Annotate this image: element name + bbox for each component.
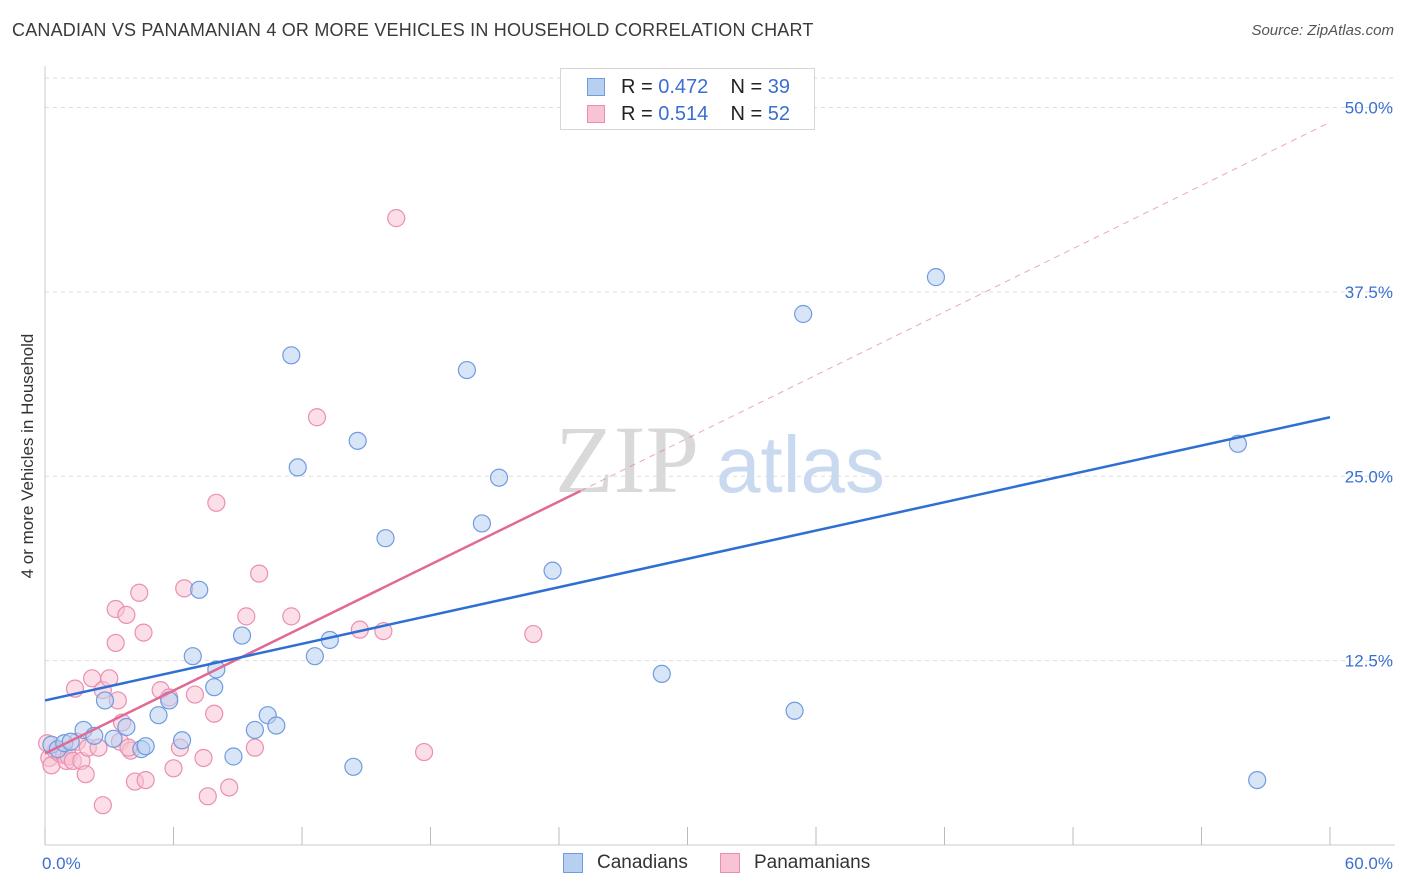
canadians-point-33 xyxy=(543,561,562,580)
panamanians-point-31 xyxy=(175,579,194,598)
panamanians-point-21 xyxy=(117,605,136,625)
panamanians-n-value: 52 xyxy=(767,103,791,125)
canadians-point-6 xyxy=(95,691,115,710)
watermark: ZIP atlas xyxy=(555,406,885,513)
panamanians-point-42 xyxy=(307,408,327,427)
panamanians-point-32 xyxy=(185,685,205,704)
canadians-trend-line xyxy=(44,416,1331,702)
canadians-legend-label: Canadians xyxy=(597,852,688,873)
canadians-point-31 xyxy=(472,514,491,533)
canadians-point-32 xyxy=(489,468,509,487)
canadians-point-30 xyxy=(457,360,477,380)
panamanians-point-39 xyxy=(245,738,264,757)
canadians-legend-swatch xyxy=(563,853,583,873)
canadians-r-value: 0.472 xyxy=(658,76,709,98)
canadians-point-35 xyxy=(785,701,804,720)
canadians-r-label: R = xyxy=(621,76,659,98)
panamanians-point-41 xyxy=(282,607,301,626)
canadians-point-18 xyxy=(224,747,243,766)
watermark-atlas: atlas xyxy=(716,420,885,509)
panamanians-point-24 xyxy=(130,583,149,602)
panamanians-point-25 xyxy=(134,623,153,642)
axes xyxy=(44,66,1395,846)
panamanians-point-10 xyxy=(76,765,95,784)
panamanians-r-value: 0.514 xyxy=(658,103,709,125)
canadians-n-value: 39 xyxy=(767,76,791,98)
canadians-points xyxy=(42,268,1267,790)
y-tick-label-2: 37.5% xyxy=(1345,283,1393,302)
canadians-swatch xyxy=(587,78,605,96)
panamanians-point-16 xyxy=(106,633,125,653)
panamanians-point-46 xyxy=(414,742,434,762)
canadians-point-22 xyxy=(267,716,286,735)
trend-lines xyxy=(44,121,1331,755)
panamanians-point-45 xyxy=(387,209,406,228)
canadians-point-23 xyxy=(282,346,301,365)
canadians-point-19 xyxy=(232,626,252,645)
panamanians-point-33 xyxy=(194,748,213,768)
panamanians-swatch xyxy=(587,105,605,123)
y-tick-label-3: 50.0% xyxy=(1345,99,1393,118)
canadians-point-27 xyxy=(344,757,363,776)
panamanians-legend-label: Panamanians xyxy=(754,852,871,873)
panamanians-point-36 xyxy=(207,493,226,512)
panamanians-point-34 xyxy=(198,787,217,806)
x-tick-label-1: 60.0% xyxy=(1345,854,1393,873)
y-tick-label-0: 12.5% xyxy=(1345,652,1393,671)
canadians-point-7 xyxy=(104,729,123,748)
canadians-point-14 xyxy=(183,647,202,666)
panamanians-legend-swatch xyxy=(720,853,740,873)
x-tick-label-0: 0.0% xyxy=(42,854,81,873)
panamanians-n-label: N = xyxy=(730,103,768,125)
canadians-point-13 xyxy=(172,731,192,750)
canadians-point-24 xyxy=(288,458,307,477)
canadians-point-15 xyxy=(190,580,209,599)
canadians-n-label: N = xyxy=(730,76,768,98)
correlation-legend: R = 0.472 N = 39 R = 0.514 N = 52 xyxy=(560,68,815,130)
panamanians-r-label: R = xyxy=(621,103,659,125)
panamanians-point-35 xyxy=(205,704,224,723)
gridlines xyxy=(45,77,1395,662)
canadians-point-16 xyxy=(205,678,224,697)
y-tick-label-1: 25.0% xyxy=(1345,467,1393,486)
canadians-point-20 xyxy=(245,720,264,740)
watermark-zip: ZIP xyxy=(555,406,699,513)
canadians-point-29 xyxy=(376,529,395,548)
tick-labels: 12.5% 25.0% 37.5% 50.0% 0.0% 60.0% xyxy=(42,99,1393,874)
panamanians-point-40 xyxy=(250,564,269,583)
canadians-point-28 xyxy=(348,431,367,450)
panamanians-point-38 xyxy=(237,607,256,626)
panamanians-point-48 xyxy=(93,796,112,815)
panamanians-point-37 xyxy=(220,778,239,797)
canadians-point-25 xyxy=(305,647,324,666)
canadians-point-39 xyxy=(1248,770,1267,790)
panamanians-trend-extension xyxy=(580,121,1331,492)
canadians-point-11 xyxy=(149,706,168,725)
canadians-point-36 xyxy=(794,304,813,324)
canadians-point-8 xyxy=(117,717,136,737)
panamanians-point-47 xyxy=(524,624,543,644)
canadians-point-34 xyxy=(652,664,671,684)
panamanians-trend-line xyxy=(44,489,581,755)
panamanians-point-29 xyxy=(164,759,183,778)
canadians-point-10 xyxy=(136,737,155,756)
canadians-point-37 xyxy=(926,268,946,287)
panamanians-point-26 xyxy=(136,770,155,790)
chart-title: CANADIAN VS PANAMANIAN 4 OR MORE VEHICLE… xyxy=(12,20,814,40)
source-label: Source: ZipAtlas.com xyxy=(1251,22,1394,39)
panamanians-points xyxy=(38,209,543,815)
